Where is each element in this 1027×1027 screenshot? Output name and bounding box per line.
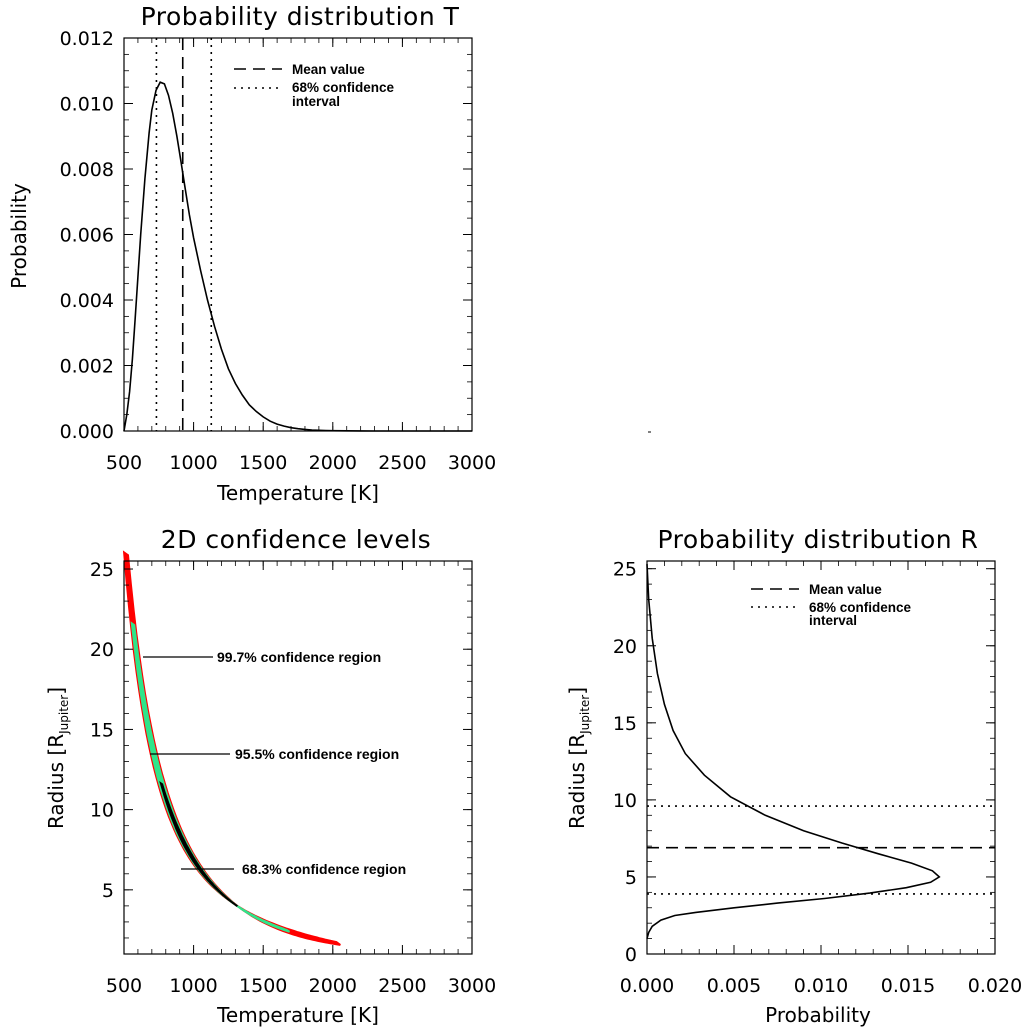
plot-frame <box>123 37 473 432</box>
y-axis-label-sub: Jupiter <box>57 695 71 735</box>
region-annotations: 99.7% confidence region 95.5% confidence… <box>143 649 406 877</box>
x-tick-label: 500 <box>106 452 142 474</box>
y-tick-label: 0 <box>625 944 637 966</box>
x-tick-label: 500 <box>106 975 142 997</box>
legend-mean-label: Mean value <box>292 62 365 77</box>
legend-ci-label-line1: 68% confidence <box>292 80 395 95</box>
x-tick-label: 1000 <box>169 452 217 474</box>
x-axis-label: Temperature [K] <box>216 481 379 505</box>
x-tick-label: 0.015 <box>881 975 935 997</box>
y-tick-label: 0.002 <box>60 356 114 378</box>
confidence-region-band <box>159 780 239 908</box>
series-curve <box>646 564 941 939</box>
legend-mean-label: Mean value <box>809 582 882 597</box>
y-tick-label: 25 <box>90 559 114 581</box>
annotation-95-label: 95.5% confidence region <box>235 746 399 762</box>
y-tick-label: 20 <box>613 636 637 658</box>
plot-frame <box>646 560 996 955</box>
y-axis-label-sub: Jupiter <box>578 695 592 735</box>
y-axis-label-main: Radius [R <box>44 734 68 829</box>
x-tick-label: 0.010 <box>794 975 848 997</box>
x-tick-labels: 0.000 0.005 0.010 0.015 0.020 <box>620 975 1022 997</box>
y-tick-label: 0.000 <box>60 421 114 443</box>
y-tick-label: 15 <box>90 719 114 741</box>
y-tick-label: 0.010 <box>60 94 114 116</box>
y-axis-label: Radius [RJupiter] <box>44 687 71 829</box>
y-tick-labels: 0.000 0.002 0.004 0.006 0.008 0.010 0.012 <box>60 28 114 443</box>
y-tick-label: 0.006 <box>60 225 114 247</box>
x-tick-label: 0.000 <box>620 975 674 997</box>
x-tick-label: 2500 <box>378 452 426 474</box>
x-tick-label: 0.020 <box>968 975 1022 997</box>
x-tick-label: 2000 <box>309 975 357 997</box>
y-tick-labels: 5 10 15 20 25 <box>90 559 114 902</box>
curve-layer <box>646 564 995 939</box>
y-tick-label: 10 <box>90 800 114 822</box>
chart-title: 2D confidence levels <box>161 525 431 554</box>
x-axis-label: Probability <box>765 1003 871 1027</box>
x-axis-label: Temperature [K] <box>216 1003 379 1027</box>
panel-radius-distribution: Probability distribution R 0.000 0.005 0.0… <box>565 525 1022 1027</box>
y-axis-label-end: ] <box>44 687 68 695</box>
x-tick-label: 3000 <box>448 975 496 997</box>
plot-frame <box>123 560 473 955</box>
chart-title: Probability distribution T <box>141 2 460 31</box>
x-tick-label: 0.005 <box>707 975 761 997</box>
x-tick-label: 1500 <box>239 975 287 997</box>
x-tick-label: 3000 <box>448 452 496 474</box>
y-tick-label: 5 <box>625 867 637 889</box>
panel-temperature-distribution: Probability distribution T 500 1000 1500 20… <box>7 2 496 505</box>
y-tick-label: 5 <box>102 880 114 902</box>
series-curve <box>123 81 472 432</box>
x-tick-label: 2500 <box>378 975 426 997</box>
annotation-68-label: 68.3% confidence region <box>242 861 406 877</box>
legend: Mean value 68% confidence interval <box>751 582 912 628</box>
y-tick-label: 15 <box>613 713 637 735</box>
legend: Mean value 68% confidence interval <box>234 62 395 109</box>
legend-ci-label-line1: 68% confidence <box>809 600 912 615</box>
legend-ci-label-line2: interval <box>809 613 857 628</box>
confidence-regions <box>122 550 341 946</box>
y-tick-label: 10 <box>613 790 637 812</box>
y-tick-label: 0.008 <box>60 159 114 181</box>
panel-2d-confidence: 2D confidence levels 500 1000 1500 2000 2500… <box>44 525 496 1027</box>
x-tick-label: 1000 <box>169 975 217 997</box>
y-tick-label: 25 <box>613 559 637 581</box>
y-tick-label: 20 <box>90 639 114 661</box>
annotation-99-label: 99.7% confidence region <box>217 649 381 665</box>
y-tick-label: 0.012 <box>60 28 114 50</box>
y-tick-labels: 0 5 10 15 20 25 <box>613 559 637 966</box>
x-tick-labels: 500 1000 1500 2000 2500 3000 <box>106 975 496 997</box>
x-tick-label: 1500 <box>239 452 287 474</box>
x-tick-labels: 500 1000 1500 2000 2500 3000 <box>106 452 496 474</box>
y-tick-label: 0.004 <box>60 290 114 312</box>
y-axis-label: Probability <box>7 183 31 289</box>
y-axis-label: Radius [RJupiter] <box>565 687 592 829</box>
x-tick-label: 2000 <box>309 452 357 474</box>
y-axis-label-main: Radius [R <box>565 734 589 829</box>
chart-title: Probability distribution R <box>658 525 979 554</box>
legend-ci-label-line2: interval <box>292 94 340 109</box>
y-axis-label-end: ] <box>565 687 589 695</box>
